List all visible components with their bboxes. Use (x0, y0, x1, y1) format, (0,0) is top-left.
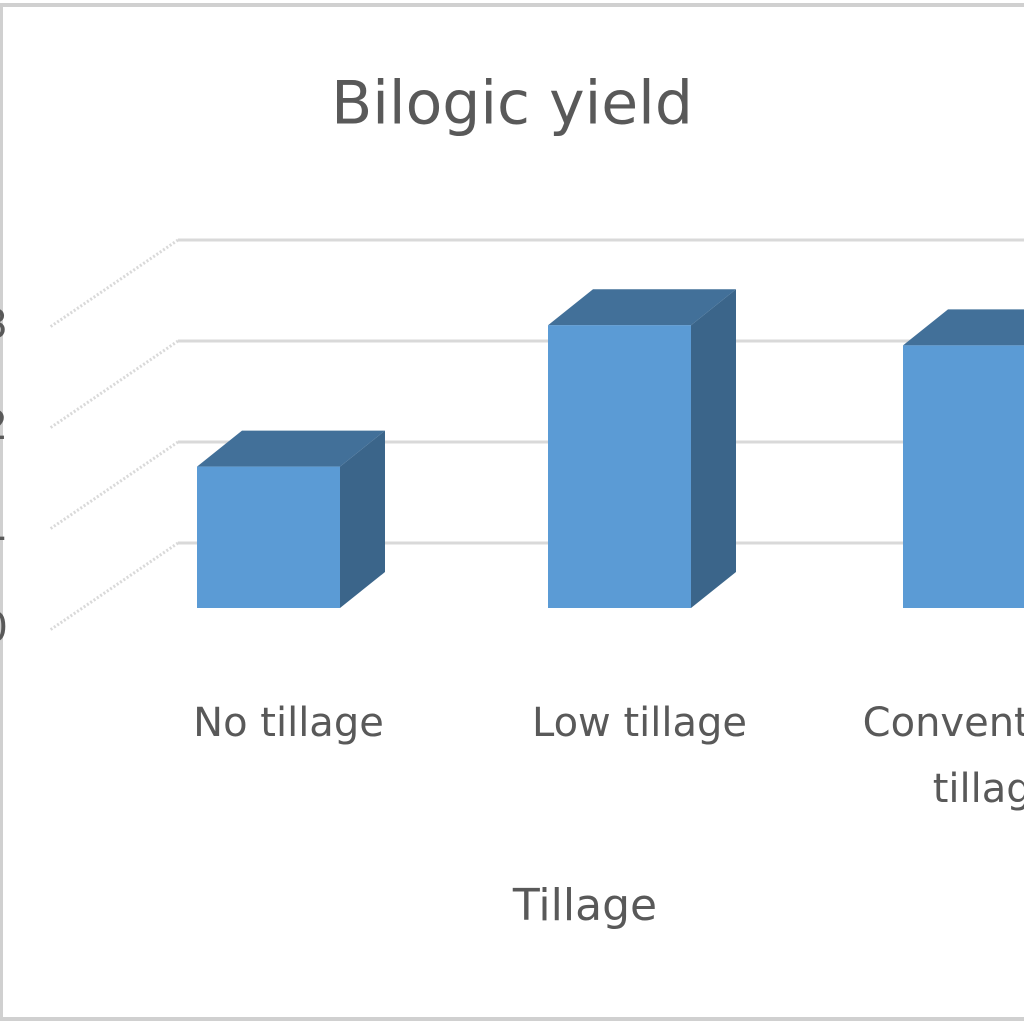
chart-title: Bilogic yield (331, 69, 693, 139)
y-tick-label: 3 (0, 302, 8, 348)
x-axis-label: Tillage (512, 880, 657, 931)
x-tick-label: No tillage (193, 700, 384, 746)
bar (197, 466, 340, 608)
grid-line-side (49, 541, 179, 632)
border (0, 3, 1024, 1021)
bar-side (691, 289, 736, 608)
bar-top (903, 309, 1024, 346)
bar-top (548, 289, 736, 326)
y-tick-label: 2 (0, 403, 8, 449)
grid-line-side (49, 238, 179, 329)
bar (548, 325, 691, 608)
x-tick-label: Low tillage (531, 700, 748, 746)
grid-line-side (49, 440, 179, 531)
bar (903, 345, 1024, 608)
bar-top (197, 430, 385, 467)
x-tick-label: Conventional tillage (862, 700, 1024, 812)
grid-line-side (49, 339, 179, 430)
bar-side (340, 430, 385, 608)
y-tick-label: 0 (0, 605, 8, 651)
y-tick-label: 1 (0, 504, 8, 550)
